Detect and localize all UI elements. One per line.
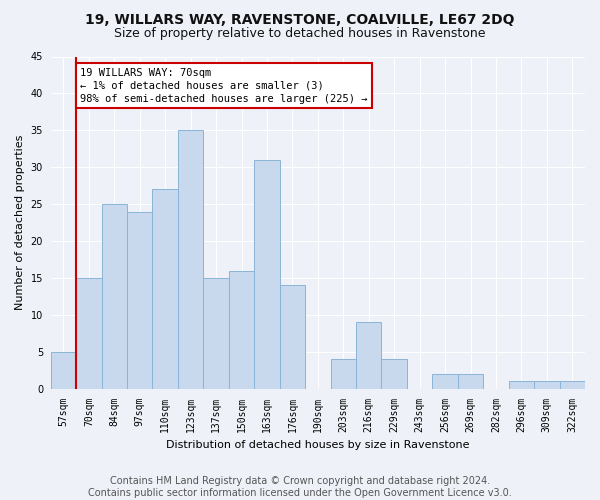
- Bar: [254, 160, 280, 389]
- Text: Size of property relative to detached houses in Ravenstone: Size of property relative to detached ho…: [114, 28, 486, 40]
- X-axis label: Distribution of detached houses by size in Ravenstone: Distribution of detached houses by size …: [166, 440, 470, 450]
- Bar: [50, 352, 76, 389]
- Bar: [152, 190, 178, 389]
- Y-axis label: Number of detached properties: Number of detached properties: [15, 135, 25, 310]
- Bar: [534, 382, 560, 389]
- Text: 19 WILLARS WAY: 70sqm
← 1% of detached houses are smaller (3)
98% of semi-detach: 19 WILLARS WAY: 70sqm ← 1% of detached h…: [80, 68, 367, 104]
- Bar: [178, 130, 203, 389]
- Bar: [433, 374, 458, 389]
- Bar: [509, 382, 534, 389]
- Bar: [280, 286, 305, 389]
- Bar: [229, 270, 254, 389]
- Bar: [127, 212, 152, 389]
- Bar: [382, 359, 407, 389]
- Bar: [101, 204, 127, 389]
- Bar: [356, 322, 382, 389]
- Bar: [560, 382, 585, 389]
- Bar: [331, 359, 356, 389]
- Text: Contains HM Land Registry data © Crown copyright and database right 2024.
Contai: Contains HM Land Registry data © Crown c…: [88, 476, 512, 498]
- Bar: [76, 278, 101, 389]
- Text: 19, WILLARS WAY, RAVENSTONE, COALVILLE, LE67 2DQ: 19, WILLARS WAY, RAVENSTONE, COALVILLE, …: [85, 12, 515, 26]
- Bar: [203, 278, 229, 389]
- Bar: [458, 374, 483, 389]
